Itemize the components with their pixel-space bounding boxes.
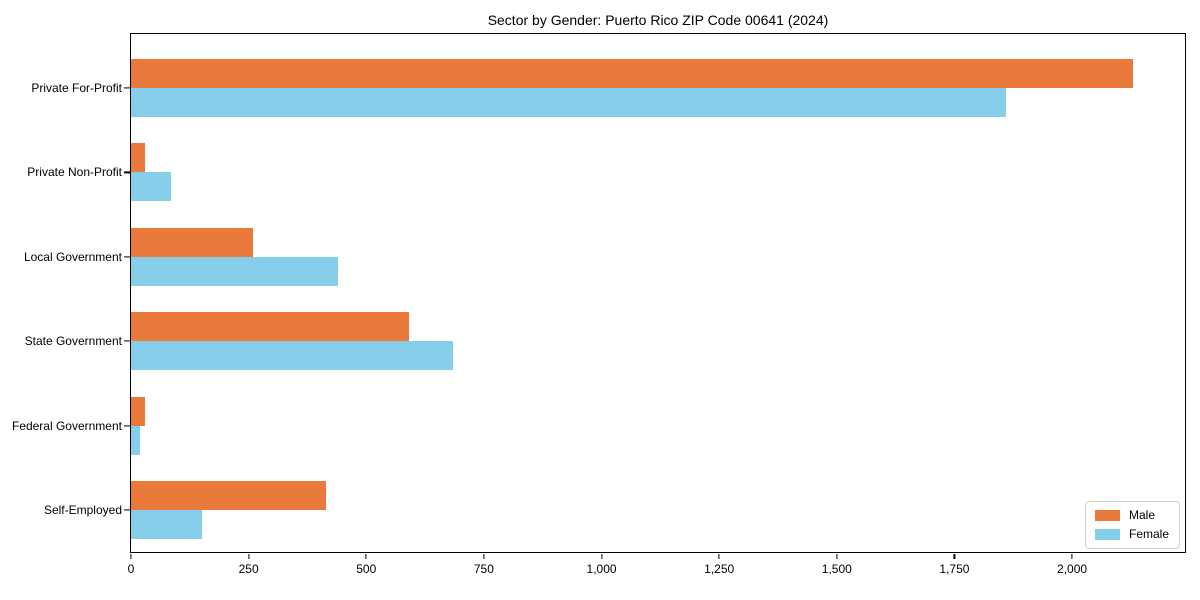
y-tick-mark-private-for-profit (124, 87, 130, 89)
bar-female-private-non-profit (131, 172, 171, 202)
bar-male-private-non-profit (131, 143, 146, 173)
chart-title: Sector by Gender: Puerto Rico ZIP Code 0… (487, 12, 829, 28)
x-tick-mark-1000 (600, 553, 603, 559)
y-tick-label-federal-government: Federal Government (11, 418, 122, 433)
y-tick-mark-local-government (124, 256, 130, 258)
y-tick-label-private-for-profit: Private For-Profit (31, 81, 122, 95)
legend-entry-female: Female (1094, 527, 1169, 541)
legend-entry-male: Male (1094, 508, 1169, 522)
bar-female-private-for-profit (131, 88, 1007, 117)
y-tick-mark-state-government (124, 340, 130, 342)
bar-male-local-government (131, 227, 254, 257)
bar-male-state-government (131, 312, 409, 342)
y-tick-label-state-government: State Government (24, 334, 122, 349)
y-tick-mark-federal-government (124, 425, 130, 427)
bar-male-private-for-profit (131, 59, 1134, 88)
x-tick-label-1250: 1,250 (704, 562, 735, 576)
legend-swatch-female (1094, 529, 1120, 540)
bar-male-self-employed (131, 481, 327, 510)
legend: Male Female (1084, 501, 1180, 549)
bar-female-local-government (131, 256, 339, 286)
bar-female-self-employed (131, 510, 202, 539)
x-tick-label-1750: 1,750 (939, 562, 970, 576)
x-tick-mark-0 (130, 553, 132, 559)
bar-female-state-government (131, 341, 454, 371)
legend-swatch-male (1094, 510, 1120, 521)
x-tick-label-500: 500 (356, 562, 377, 576)
plot-area: Male Female Private For-Profit Private Non… (12, 33, 1186, 576)
bar-male-federal-government (131, 396, 146, 426)
bar-female-federal-government (131, 425, 141, 455)
y-tick-label-local-government: Local Government (23, 249, 122, 264)
legend-label-male: Male (1128, 508, 1155, 522)
x-tick-mark-1250 (718, 553, 720, 559)
x-tick-mark-1500 (836, 553, 838, 559)
y-tick-mark-private-non-profit (124, 171, 130, 173)
x-tick-label-250: 250 (238, 562, 259, 576)
x-tick-mark-250 (248, 553, 250, 559)
y-tick-mark-self-employed (124, 509, 130, 511)
y-tick-label-private-non-profit: Private Non-Profit (27, 165, 122, 180)
x-tick-mark-750 (483, 553, 485, 559)
x-tick-label-2000: 2,000 (1057, 562, 1088, 576)
x-tick-label-1000: 1,000 (586, 562, 617, 576)
x-tick-mark-1750 (953, 553, 956, 559)
x-tick-label-750: 750 (473, 562, 494, 576)
x-tick-label-1500: 1,500 (821, 562, 852, 576)
legend-label-female: Female (1128, 527, 1169, 541)
y-tick-label-self-employed: Self-Employed (43, 503, 122, 517)
x-tick-label-0: 0 (127, 562, 135, 576)
x-tick-mark-2000 (1071, 553, 1073, 559)
x-tick-mark-500 (365, 553, 367, 559)
